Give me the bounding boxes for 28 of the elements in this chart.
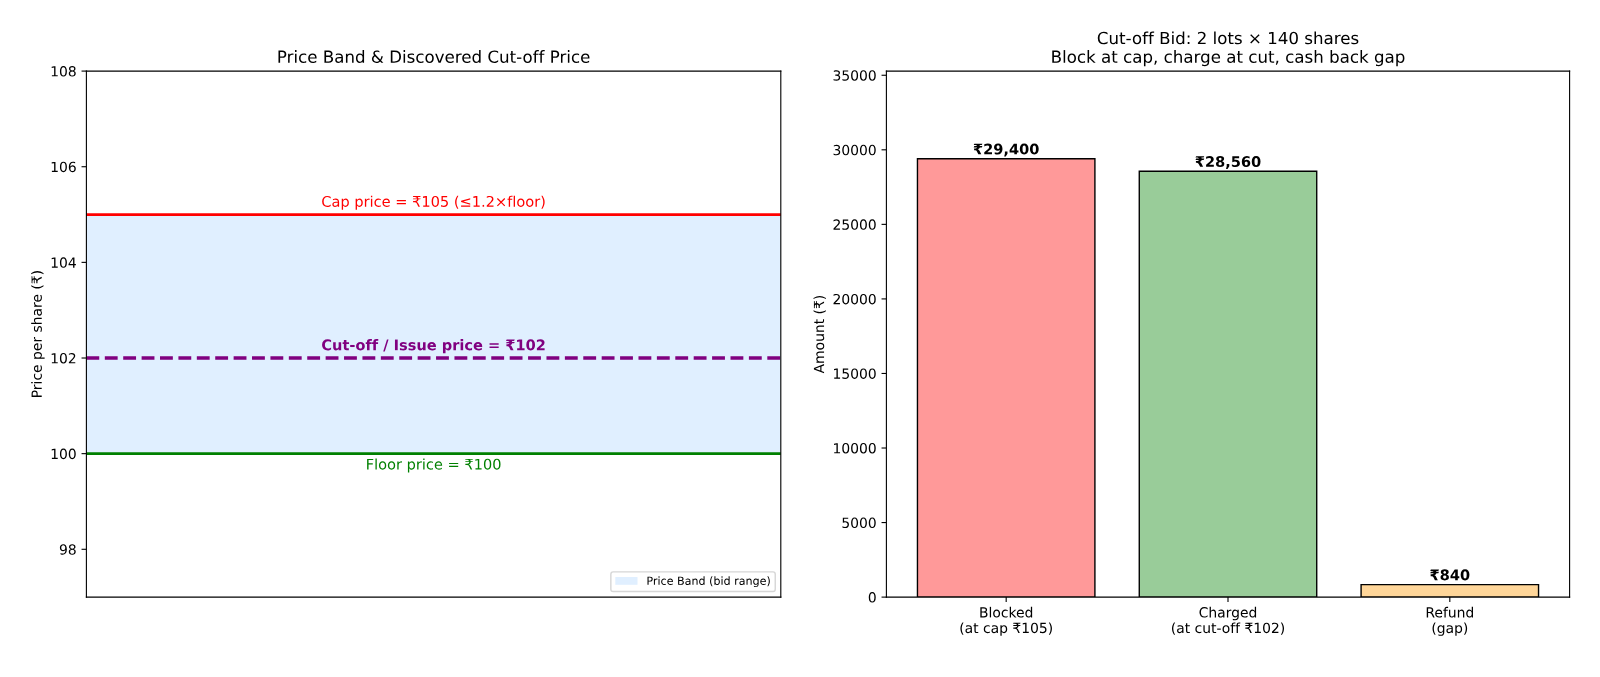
ref-line-label: Cap price = ₹105 (≤1.2×floor)	[322, 195, 545, 210]
y-tick-label: 5000	[842, 517, 876, 529]
x-tick-label: Charged (at cut-off ₹102)	[1171, 606, 1285, 635]
y-tick-label: 30000	[833, 144, 876, 156]
legend-label: Price Band (bid range)	[647, 576, 770, 588]
y-tick-label: 108	[51, 66, 76, 77]
x-tick-label: Blocked (at cap ₹105)	[960, 606, 1052, 636]
data-label: ₹840	[1430, 569, 1470, 581]
y-tick-label: 106	[51, 161, 76, 173]
y-axis-title: Amount (₹)	[813, 295, 826, 374]
y-tick-label: 35000	[833, 70, 876, 81]
chart-title: Price Band & Discovered Cut-off Price	[278, 50, 590, 63]
y-tick-label: 0	[868, 592, 876, 603]
y-tick-label: 98	[59, 544, 76, 555]
y-tick-label: 15000	[834, 368, 876, 379]
y-tick-label: 25000	[833, 219, 876, 230]
y-tick-label: 102	[51, 352, 76, 364]
y-axis-title: Price per share (₹)	[31, 271, 45, 397]
chart-title: Cut-off Bid: 2 lots × 140 shares Block at cap, charge at cut, cash back gap	[1052, 31, 1405, 67]
x-tick-label: Refund (gap)	[1426, 606, 1473, 636]
data-label: ₹28,560	[1195, 156, 1261, 169]
ref-line-label: Cut-off / Issue price = ₹102	[322, 339, 545, 354]
ref-line-label: Floor price = ₹100	[367, 458, 501, 473]
y-tick-label: 10000	[834, 442, 876, 454]
y-tick-label: 20000	[833, 293, 876, 305]
y-tick-label: 100	[51, 448, 76, 460]
y-tick-label: 104	[51, 257, 76, 268]
data-label: ₹29,400	[973, 143, 1039, 157]
